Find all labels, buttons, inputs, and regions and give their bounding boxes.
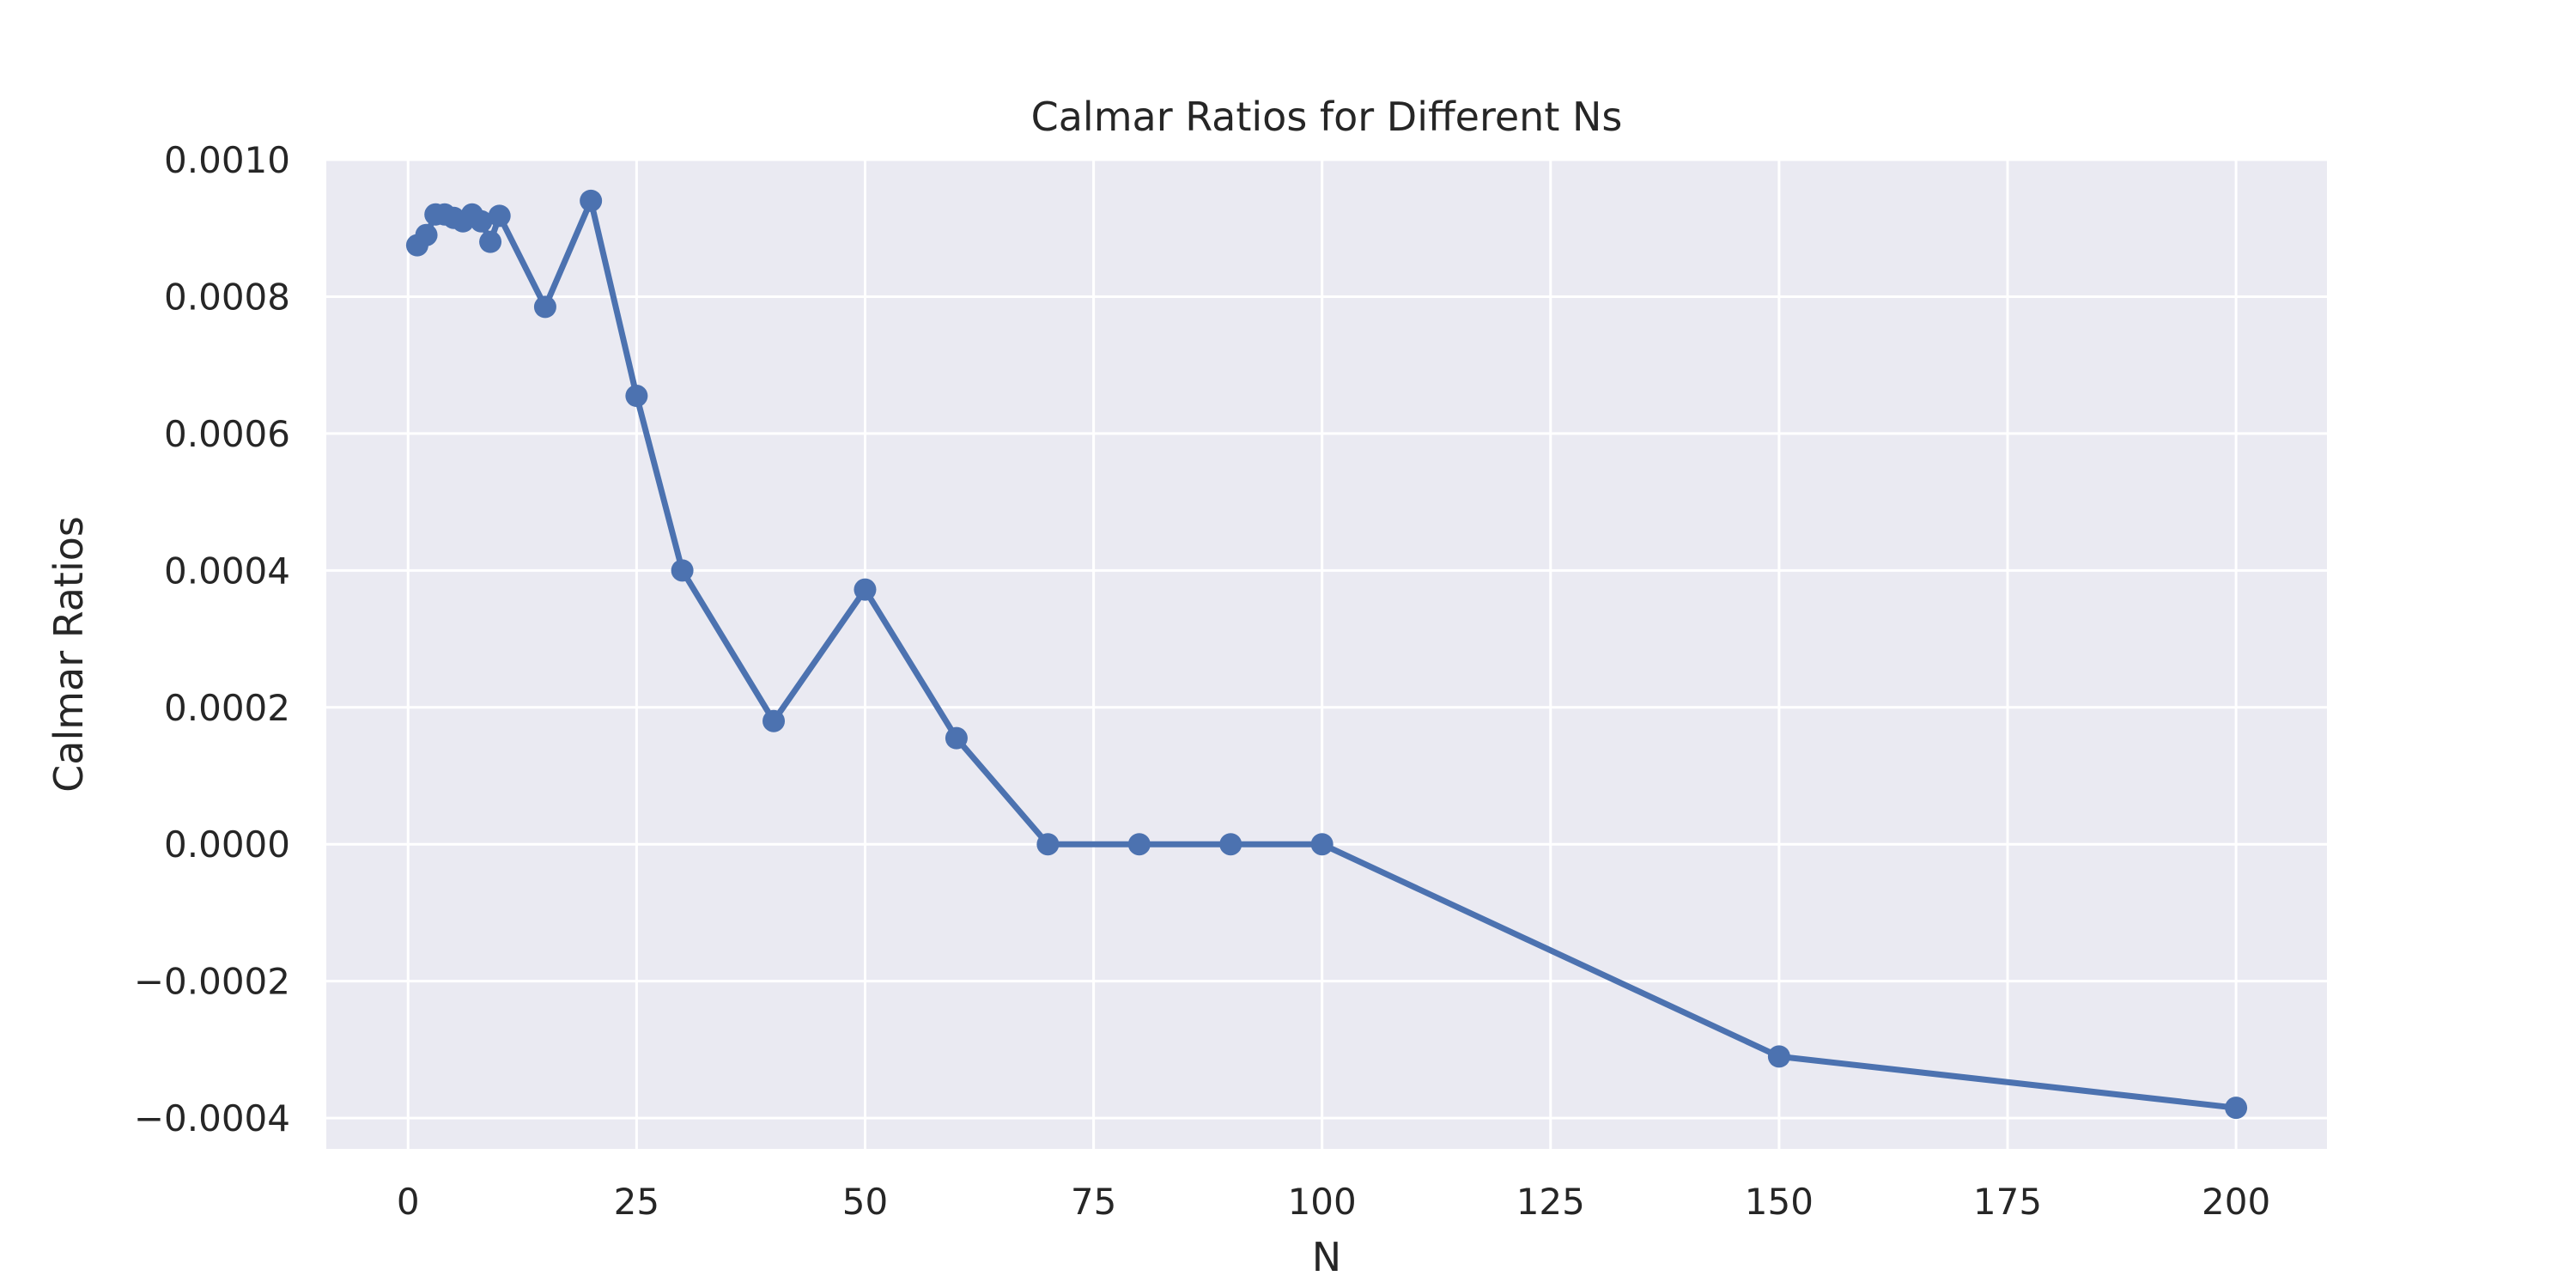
y-tick-label: 0.0010 bbox=[164, 139, 290, 181]
y-axis-ticks: −0.0004 −0.0002 0.0000 0.0002 0.0004 0.0006 0.… bbox=[134, 139, 290, 1139]
x-tick-label: 125 bbox=[1516, 1181, 1585, 1223]
y-tick-label: −0.0002 bbox=[134, 961, 290, 1003]
data-point bbox=[470, 210, 493, 233]
x-tick-label: 75 bbox=[1071, 1181, 1116, 1223]
y-tick-label: 0.0006 bbox=[164, 413, 290, 455]
data-point bbox=[1310, 833, 1334, 856]
x-tick-label: 0 bbox=[397, 1181, 420, 1223]
data-point bbox=[854, 578, 877, 601]
data-point bbox=[488, 204, 511, 228]
gridlines bbox=[326, 158, 2327, 1149]
x-tick-label: 100 bbox=[1288, 1181, 1357, 1223]
data-point bbox=[1127, 833, 1151, 856]
data-point bbox=[671, 559, 694, 582]
y-tick-label: 0.0002 bbox=[164, 687, 290, 729]
data-point bbox=[580, 189, 603, 212]
x-tick-label: 25 bbox=[614, 1181, 659, 1223]
data-point bbox=[479, 230, 502, 253]
series-layer bbox=[405, 189, 2248, 1120]
x-tick-label: 200 bbox=[2202, 1181, 2270, 1223]
x-tick-label: 175 bbox=[1973, 1181, 2042, 1223]
x-axis-ticks: 0 25 50 75 100 125 150 175 200 bbox=[397, 1181, 2270, 1223]
plot-area bbox=[326, 160, 2327, 1149]
data-point bbox=[2225, 1097, 2248, 1120]
y-tick-label: 0.0000 bbox=[164, 823, 290, 866]
chart-title: Calmar Ratios for Different Ns bbox=[1031, 94, 1623, 140]
data-point bbox=[1767, 1045, 1790, 1068]
data-point bbox=[1036, 833, 1060, 856]
x-tick-label: 50 bbox=[842, 1181, 888, 1223]
y-axis-title: Calmar Ratios bbox=[46, 516, 92, 793]
data-point bbox=[415, 223, 438, 246]
y-tick-label: 0.0004 bbox=[164, 550, 290, 592]
data-point bbox=[945, 726, 968, 750]
data-point bbox=[1219, 833, 1242, 856]
data-point bbox=[533, 295, 556, 319]
x-axis-title: N bbox=[1312, 1234, 1341, 1280]
x-tick-label: 150 bbox=[1745, 1181, 1814, 1223]
data-point bbox=[762, 709, 786, 732]
y-tick-label: 0.0008 bbox=[164, 276, 290, 318]
data-point bbox=[625, 385, 648, 408]
y-tick-label: −0.0004 bbox=[134, 1097, 290, 1139]
